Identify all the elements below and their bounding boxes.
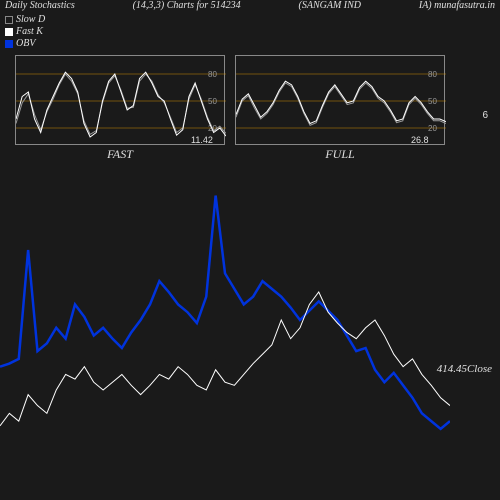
header-title: Daily Stochastics	[5, 0, 75, 12]
svg-text:50: 50	[428, 97, 437, 106]
mini-chart-fast: 20508011.42 FAST	[15, 55, 225, 145]
main-chart	[0, 180, 500, 460]
svg-text:20: 20	[428, 124, 437, 133]
legend: Slow DFast KOBV	[5, 14, 45, 50]
svg-text:50: 50	[208, 97, 217, 106]
mini-chart-full-label: FULL	[325, 147, 354, 162]
legend-item: OBV	[5, 38, 45, 49]
close-label: 414.45Close	[437, 363, 492, 375]
legend-item: Slow D	[5, 14, 45, 25]
mini-chart-fast-label: FAST	[107, 147, 133, 162]
legend-label: Fast K	[16, 26, 43, 37]
header-suffix: IA) munafasutra.in	[419, 0, 495, 12]
svg-text:80: 80	[208, 70, 217, 79]
header-symbol: (SANGAM IND	[299, 0, 362, 12]
legend-marker	[5, 40, 13, 48]
chart-container: Daily Stochastics (14,3,3) Charts for 51…	[0, 0, 500, 500]
mini-chart-full: 20508026.8 FULL	[235, 55, 445, 145]
svg-text:80: 80	[428, 70, 437, 79]
side-value: 6	[482, 110, 488, 121]
legend-marker	[5, 16, 13, 24]
legend-label: Slow D	[16, 14, 45, 25]
header-params: (14,3,3) Charts for 514234	[133, 0, 241, 12]
svg-text:26.8: 26.8	[411, 135, 429, 145]
legend-item: Fast K	[5, 26, 45, 37]
legend-marker	[5, 28, 13, 36]
svg-text:11.42: 11.42	[191, 135, 213, 145]
legend-label: OBV	[16, 38, 35, 49]
mini-charts-row: 20508011.42 FAST 20508026.8 FULL	[15, 55, 445, 145]
header-bar: Daily Stochastics (14,3,3) Charts for 51…	[0, 0, 500, 12]
